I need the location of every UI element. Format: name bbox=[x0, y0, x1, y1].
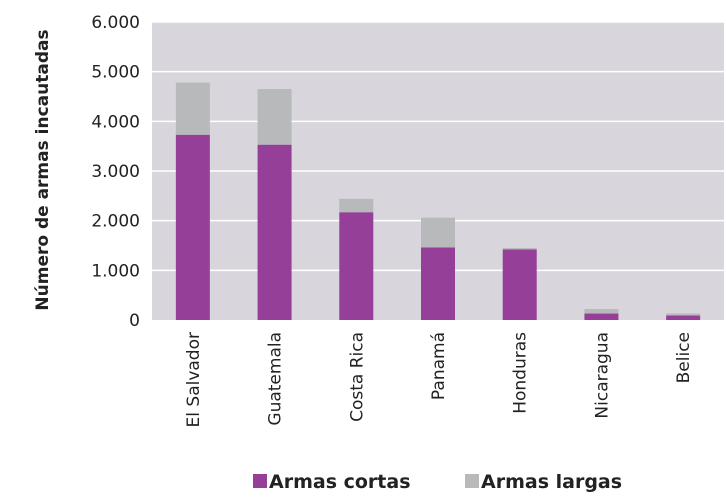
legend-label: Armas cortas bbox=[269, 471, 411, 493]
legend: Armas cortas Armas largas bbox=[253, 471, 622, 493]
x-category-label: Honduras bbox=[511, 332, 531, 414]
x-category-label: Nicaragua bbox=[592, 332, 612, 419]
bar-armas-largas bbox=[339, 198, 374, 213]
bar-armas-cortas bbox=[666, 315, 701, 320]
x-category-label: Guatemala bbox=[266, 332, 286, 426]
bar-armas-cortas bbox=[339, 212, 374, 320]
bar-armas-largas bbox=[584, 309, 619, 314]
bar-armas-largas bbox=[421, 217, 455, 248]
y-tick-label: 4.000 bbox=[91, 112, 140, 132]
y-tick-label: 0 bbox=[129, 311, 140, 331]
bar-armas-cortas bbox=[502, 249, 537, 320]
x-category-label: Panamá bbox=[429, 332, 449, 400]
y-tick-label: 3.000 bbox=[91, 162, 140, 182]
y-tick-label: 2.000 bbox=[91, 212, 140, 232]
bar-armas-cortas bbox=[175, 134, 210, 320]
bar-armas-largas bbox=[257, 89, 292, 145]
legend-swatch bbox=[253, 474, 267, 488]
legend-label: Armas largas bbox=[481, 471, 622, 493]
bar-armas-cortas bbox=[421, 247, 455, 320]
bar-armas-cortas bbox=[257, 144, 292, 320]
y-axis-ticks: 0 1.000 2.000 3.000 4.000 5.000 6.000 bbox=[91, 13, 140, 331]
bar-armas-largas bbox=[175, 82, 210, 135]
bar-armas-cortas bbox=[584, 313, 619, 320]
bar-armas-largas bbox=[502, 247, 537, 250]
x-axis-categories: El Salvador Guatemala Costa Rica Panamá Hond… bbox=[184, 332, 694, 428]
y-tick-label: 5.000 bbox=[91, 63, 140, 83]
bar-armas-largas bbox=[666, 313, 701, 316]
y-tick-label: 1.000 bbox=[91, 261, 140, 281]
bars bbox=[175, 82, 701, 320]
y-tick-label: 6.000 bbox=[91, 13, 140, 33]
x-category-label: Costa Rica bbox=[347, 332, 367, 422]
y-axis-title: Número de armas incautadas bbox=[33, 29, 53, 310]
legend-swatch bbox=[465, 474, 479, 488]
x-category-label: El Salvador bbox=[184, 332, 204, 427]
x-category-label: Belice bbox=[674, 332, 694, 383]
